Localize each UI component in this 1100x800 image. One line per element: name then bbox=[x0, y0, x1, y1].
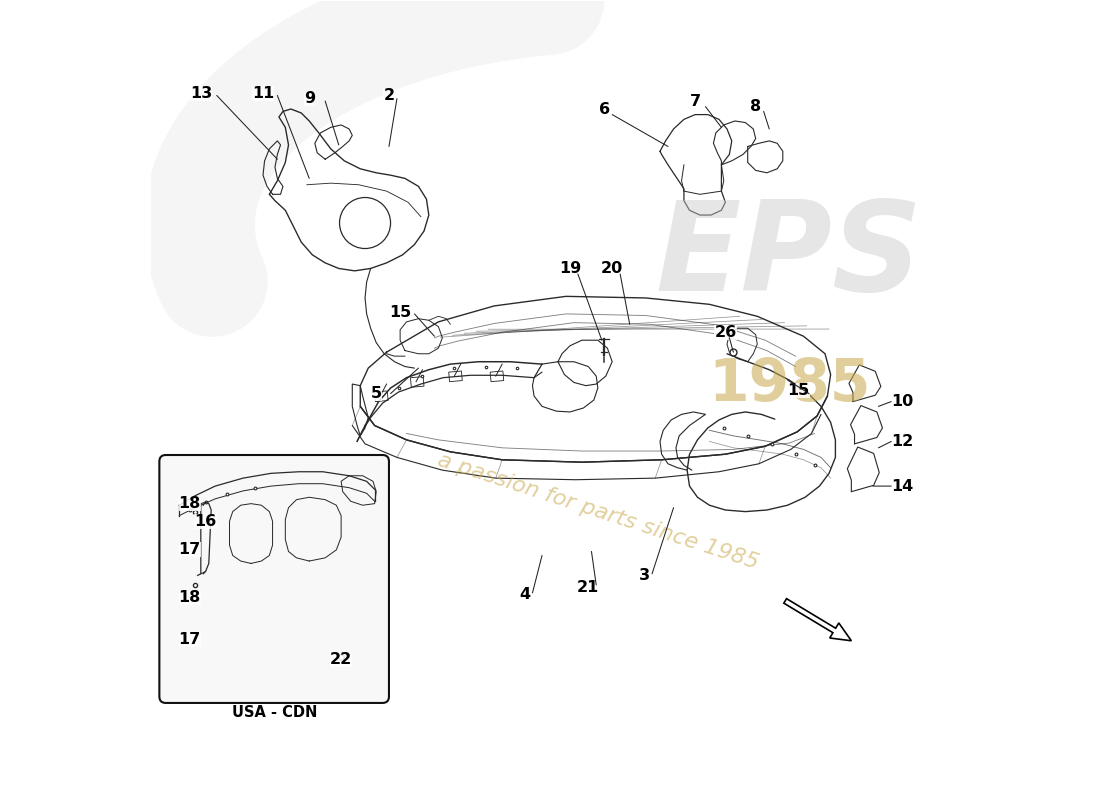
Bar bbox=[375, 391, 388, 402]
Text: 1985: 1985 bbox=[708, 355, 870, 413]
Text: a passion for parts since 1985: a passion for parts since 1985 bbox=[434, 450, 761, 573]
Text: 2: 2 bbox=[384, 88, 395, 103]
Text: 7: 7 bbox=[690, 94, 701, 109]
Text: 22: 22 bbox=[330, 651, 352, 666]
Text: 13: 13 bbox=[189, 86, 212, 101]
Text: 16: 16 bbox=[195, 514, 217, 529]
Text: 12: 12 bbox=[891, 434, 913, 449]
Text: 26: 26 bbox=[714, 325, 737, 340]
Text: 15: 15 bbox=[788, 383, 810, 398]
Text: 18: 18 bbox=[178, 496, 201, 511]
Text: 14: 14 bbox=[891, 478, 913, 494]
Text: 11: 11 bbox=[252, 86, 274, 101]
Text: 15: 15 bbox=[389, 305, 411, 320]
Text: 17: 17 bbox=[178, 542, 201, 558]
Text: 8: 8 bbox=[750, 99, 761, 114]
Text: EPS: EPS bbox=[656, 196, 923, 317]
Text: 5: 5 bbox=[371, 386, 382, 401]
Text: 18: 18 bbox=[178, 590, 201, 606]
Text: 3: 3 bbox=[638, 568, 650, 583]
Bar bbox=[449, 371, 462, 382]
Text: 9: 9 bbox=[304, 91, 315, 106]
Text: 6: 6 bbox=[598, 102, 609, 117]
Text: 20: 20 bbox=[601, 261, 624, 276]
Bar bbox=[410, 377, 424, 387]
Text: 10: 10 bbox=[891, 394, 913, 409]
Bar bbox=[491, 371, 504, 382]
Text: 19: 19 bbox=[559, 261, 581, 276]
Text: 4: 4 bbox=[519, 587, 530, 602]
FancyBboxPatch shape bbox=[160, 455, 389, 703]
FancyArrow shape bbox=[784, 598, 851, 641]
Text: 21: 21 bbox=[578, 580, 600, 595]
Text: 17: 17 bbox=[178, 632, 201, 646]
Text: USA - CDN: USA - CDN bbox=[232, 705, 318, 719]
